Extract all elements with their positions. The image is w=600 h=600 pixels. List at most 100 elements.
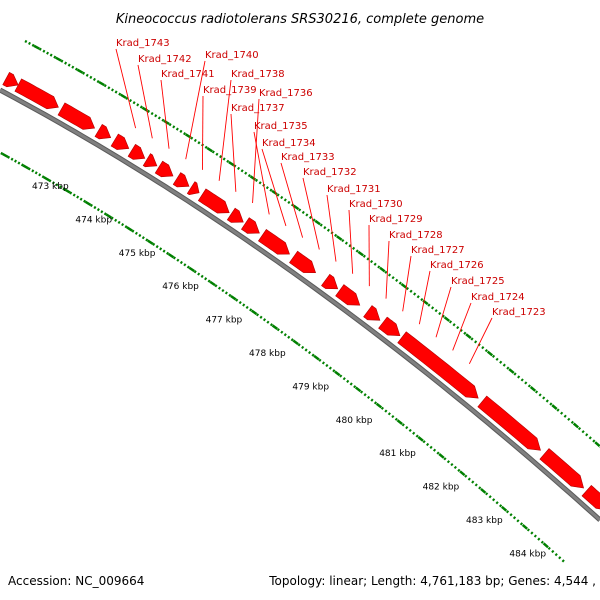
ruler-tick	[443, 316, 451, 322]
ruler-tick	[457, 468, 461, 472]
gene-arrow[interactable]	[378, 316, 401, 337]
gene-arrow[interactable]	[321, 273, 339, 290]
ruler-tick	[379, 266, 386, 273]
gene-arrow[interactable]	[14, 78, 59, 110]
ruler-tick	[336, 235, 343, 241]
gene-arrow[interactable]	[335, 284, 361, 306]
ruler-tick	[560, 411, 564, 415]
ruler-tick	[64, 61, 68, 65]
ruler-tick	[131, 229, 135, 233]
gene-label: Krad_1731	[327, 184, 381, 195]
ruler-tick	[304, 348, 308, 352]
ruler-tick	[92, 77, 96, 82]
ruler-tick	[453, 465, 457, 470]
ruler-tick	[470, 337, 474, 341]
ruler-tick	[172, 125, 176, 129]
gene-label: Krad_1733	[281, 152, 335, 163]
kbp-tick-labels: 473 kbp 474 kbp 475 kbp 476 kbp 477 kbp 478 k…	[32, 182, 546, 559]
gene-leader-line	[253, 131, 270, 215]
ruler-tick	[265, 186, 269, 190]
ruler-tick	[114, 218, 118, 222]
ruler-tick	[405, 426, 409, 430]
gene-label: Krad_1730	[349, 199, 403, 210]
ruler-tick	[69, 191, 73, 195]
ruler-tick	[348, 244, 352, 248]
gene-arrow[interactable]	[2, 72, 19, 88]
ruler-tick	[107, 86, 111, 90]
ruler-tick	[290, 338, 294, 342]
ruler-tick	[342, 377, 346, 381]
ruler-tick	[495, 501, 499, 505]
ruler-tick	[534, 390, 539, 394]
ruler-tick	[168, 123, 172, 127]
ruler-tick	[567, 417, 571, 421]
gene-arrow[interactable]	[397, 331, 479, 399]
ruler-tick	[1, 152, 9, 158]
ruler-tick	[193, 270, 197, 274]
gene-leader-line	[280, 162, 304, 238]
outer-tick-ruler	[24, 39, 600, 449]
ruler-tick	[139, 105, 143, 109]
ruler-tick	[558, 556, 562, 560]
gene-arrow[interactable]	[240, 217, 260, 234]
ruler-tick	[556, 408, 560, 412]
map-title: Kineococcus radiotolerans SRS30216, comp…	[116, 12, 484, 27]
ruler-tick	[325, 363, 329, 368]
ruler-tick	[362, 254, 366, 258]
gene-arrow[interactable]	[186, 181, 200, 196]
ruler-tick	[554, 553, 558, 557]
ruler-tick	[408, 428, 412, 433]
ruler-tick	[157, 116, 161, 120]
ruler-tick	[594, 441, 600, 448]
gene-leader-line	[468, 317, 493, 365]
ruler-tick	[255, 178, 259, 182]
kbp-label: 477 kbp	[206, 316, 243, 326]
ruler-tick	[452, 323, 456, 327]
ruler-tick	[217, 286, 221, 290]
gene-arrow[interactable]	[581, 484, 600, 510]
ruler-tick	[301, 345, 305, 350]
ruler-tick	[499, 360, 503, 364]
gene-arrow[interactable]	[477, 395, 541, 451]
gene-arrow[interactable]	[57, 102, 96, 130]
gene-arrow[interactable]	[110, 133, 130, 150]
gene-arrow[interactable]	[363, 305, 381, 321]
gene-arrow[interactable]	[94, 123, 112, 140]
ruler-tick	[175, 127, 179, 131]
ruler-tick	[283, 333, 287, 337]
ruler-tick	[323, 226, 327, 230]
gene-arrow[interactable]	[197, 188, 230, 214]
gene-label: Krad_1729	[369, 214, 423, 225]
gene-arrow[interactable]	[539, 448, 585, 489]
ruler-tick	[305, 213, 309, 217]
ruler-tick	[258, 181, 262, 185]
ruler-tick	[551, 404, 558, 410]
ruler-tick	[366, 395, 371, 400]
gene-arrow[interactable]	[142, 153, 158, 168]
gene-arrow[interactable]	[289, 250, 317, 274]
ruler-tick	[154, 114, 158, 118]
ruler-tick	[464, 474, 468, 478]
gene-arrow[interactable]	[127, 144, 146, 160]
ruler-tick	[200, 274, 204, 278]
ruler-tick	[334, 233, 338, 237]
ruler-tick	[126, 226, 133, 232]
ruler-tick	[238, 300, 242, 305]
gene-arrow[interactable]	[154, 160, 174, 178]
ruler-tick	[84, 200, 92, 206]
ruler-tick	[485, 492, 489, 496]
backbone-line	[0, 88, 600, 522]
ruler-tick	[480, 487, 487, 494]
ruler-tick	[31, 43, 35, 47]
ruler-tick	[72, 193, 76, 197]
ruler-tick	[592, 439, 596, 443]
ruler-tick	[222, 157, 226, 161]
gene-leader-line	[418, 270, 431, 325]
ruler-tick	[373, 401, 378, 405]
gene-arrow[interactable]	[257, 228, 290, 255]
ruler-tick	[147, 109, 151, 113]
gene-arrow[interactable]	[226, 207, 244, 223]
ruler-tick	[214, 284, 218, 288]
gene-arrow[interactable]	[172, 172, 190, 188]
ruler-tick	[354, 386, 362, 393]
